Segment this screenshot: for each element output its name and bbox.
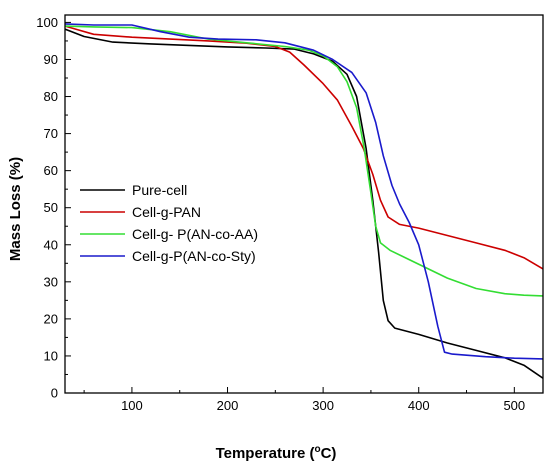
y-tick-label: 80 xyxy=(44,89,58,104)
y-tick-label: 10 xyxy=(44,348,58,363)
tick-labels-layer: 100 200 300 400 500 0 10 20 30 40 50 60 70 80 90 100 xyxy=(36,15,525,413)
x-tick-label: 500 xyxy=(503,398,525,413)
x-tick-label: 300 xyxy=(312,398,334,413)
y-tick-label: 0 xyxy=(51,386,58,401)
legend-label-4: Cell-g-P(AN-co-Sty) xyxy=(132,248,256,264)
legend: Pure-cell Cell-g-PAN Cell-g- P(AN-co-AA) Ce… xyxy=(80,182,258,264)
plot-frame xyxy=(64,14,544,394)
x-axis-title-unit: C) xyxy=(321,445,337,462)
x-axis-title-degree: o xyxy=(314,444,320,455)
series-line-1 xyxy=(65,28,543,379)
x-tick-label: 100 xyxy=(121,398,143,413)
series-line-4 xyxy=(65,23,543,360)
y-tick-label: 60 xyxy=(44,163,58,178)
x-axis-title-text: Temperature ( xyxy=(216,445,315,462)
x-tick-label: 200 xyxy=(217,398,239,413)
legend-label-3: Cell-g- P(AN-co-AA) xyxy=(132,226,258,242)
y-tick-label: 100 xyxy=(36,15,58,30)
y-tick-label: 50 xyxy=(44,200,58,215)
x-axis-title: Temperature (oC) xyxy=(216,444,337,462)
ticks-layer xyxy=(65,21,515,394)
y-axis-title: Mass Loss (%) xyxy=(7,157,24,261)
y-tick-label: 70 xyxy=(44,126,58,141)
y-tick-label: 40 xyxy=(44,237,58,252)
legend-label-2: Cell-g-PAN xyxy=(132,204,201,220)
y-tick-label: 30 xyxy=(44,274,58,289)
x-tick-label: 400 xyxy=(408,398,430,413)
y-tick-label: 90 xyxy=(44,52,58,67)
y-tick-label: 20 xyxy=(44,311,58,326)
legend-label-1: Pure-cell xyxy=(132,182,187,198)
series-line-2 xyxy=(65,25,543,270)
series-layer xyxy=(65,23,543,379)
